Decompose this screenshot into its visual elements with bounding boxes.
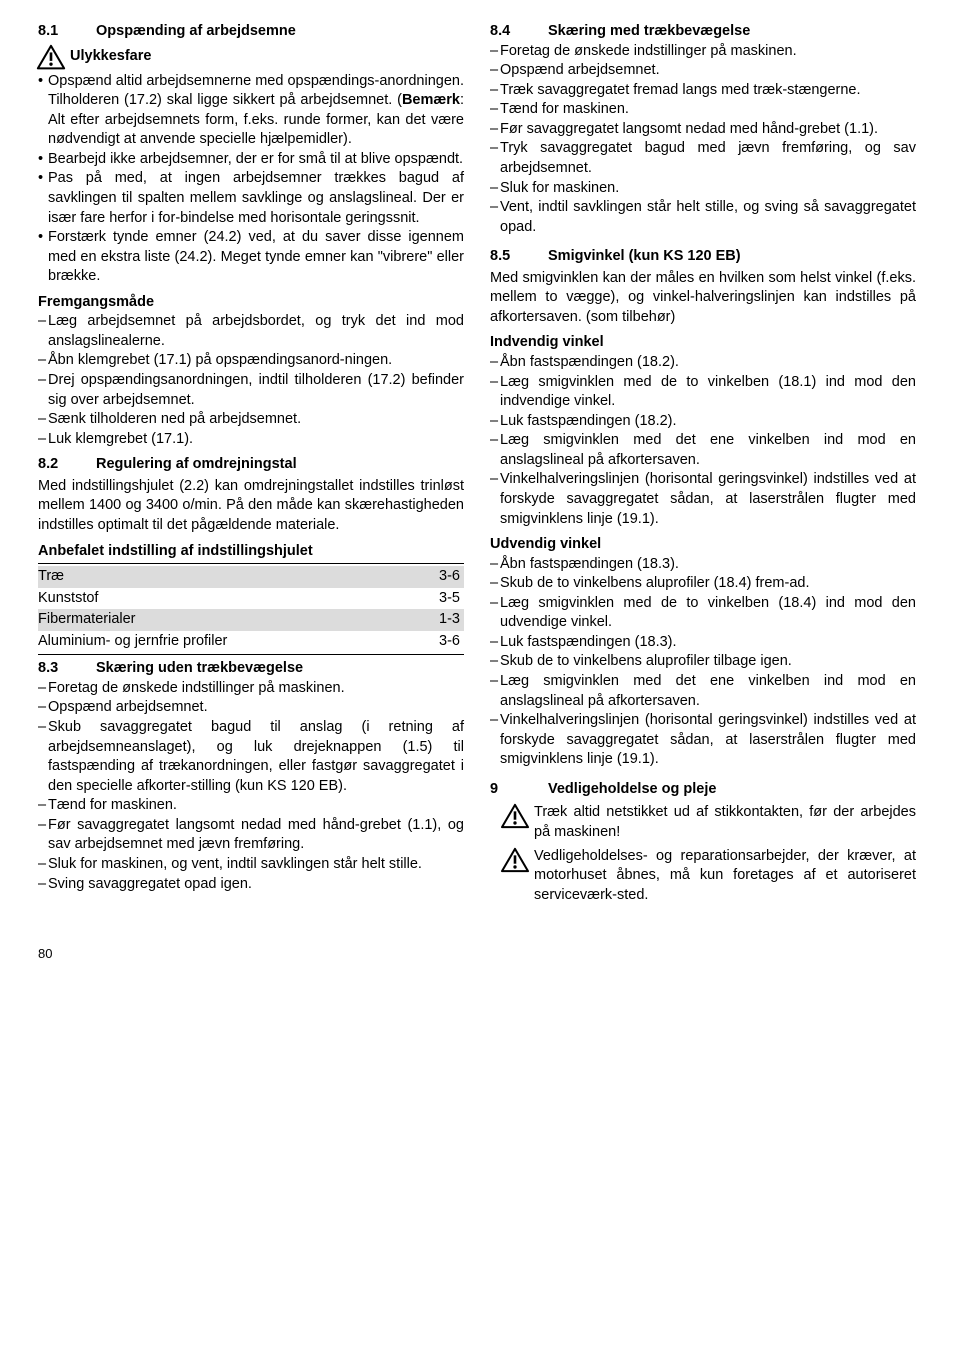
list-item: –Sluk for maskinen.	[490, 179, 916, 199]
dash-list-fremgang: –Læg arbejdsemnet på arbejdsbordet, og t…	[38, 312, 464, 449]
warning-text-2: Vedligeholdelses- og reparationsarbejder…	[534, 847, 916, 906]
list-item: –Foretag de ønskede indstillinger på mas…	[490, 42, 916, 62]
section-title: Skæring med trækbevægelse	[548, 22, 750, 42]
list-item: –Læg smigvinklen med det ene vinkelben i…	[490, 431, 916, 470]
list-item: –Åbn klemgrebet (17.1) på opspændingsano…	[38, 351, 464, 371]
section-number: 8.1	[38, 22, 96, 42]
list-item: –Åbn fastspændingen (18.2).	[490, 353, 916, 373]
list-item: –Tryk savaggregatet bagud med jævn fremf…	[490, 139, 916, 178]
dash-list-84: –Foretag de ønskede indstillinger på mas…	[490, 42, 916, 238]
list-item: •Bearbejd ikke arbejdsemner, der er for …	[38, 150, 464, 170]
list-item: –Opspænd arbejdsemnet.	[490, 61, 916, 81]
list-item: –Træk savaggregatet fremad langs med træ…	[490, 81, 916, 101]
section-title: Vedligeholdelse og pleje	[548, 780, 916, 800]
list-item: –Luk fastspændingen (18.2).	[490, 412, 916, 432]
dash-list-udv: –Åbn fastspændingen (18.3).–Skub de to v…	[490, 555, 916, 770]
list-item: –Sving savaggregatet opad igen.	[38, 875, 464, 895]
rule	[38, 563, 464, 564]
table-title: Anbefalet indstilling af indstillingshju…	[38, 542, 464, 562]
list-item: –Sænk tilholderen ned på arbejdsemnet.	[38, 410, 464, 430]
list-item: –Skub savaggregatet bagud til anslag (i …	[38, 718, 464, 796]
section-heading: 8.4 Skæring med trækbevægelse	[490, 22, 916, 42]
list-item: –Før savaggregatet langsomt nedad med hå…	[490, 120, 916, 140]
list-item: –Luk fastspændingen (18.3).	[490, 633, 916, 653]
dash-list-83: –Foretag de ønskede indstillinger på mas…	[38, 679, 464, 894]
warning-row: Ulykkesfare	[36, 44, 464, 70]
list-item: –Vinkelhalveringslinjen (horisontal geri…	[490, 711, 916, 770]
section-title: Regulering af omdrejningstal	[96, 455, 297, 475]
list-item: –Opspænd arbejdsemnet.	[38, 698, 464, 718]
list-item: –Luk klemgrebet (17.1).	[38, 430, 464, 450]
section-number: 8.4	[490, 22, 548, 42]
section-title: Opspænding af arbejdsemne	[96, 22, 296, 42]
list-item: –Åbn fastspændingen (18.3).	[490, 555, 916, 575]
warning-title: Ulykkesfare	[70, 47, 151, 67]
warning-text-1: Træk altid netstikket ud af stikkontakte…	[534, 803, 916, 842]
table-row: Kunststof3-5	[38, 588, 464, 610]
bullet-list-81: •Opspænd altid arbejdsemnerne med opspæn…	[38, 72, 464, 287]
subheading-indv: Indvendig vinkel	[490, 333, 916, 353]
list-item: •Opspænd altid arbejdsemnerne med opspæn…	[38, 72, 464, 150]
table-row: Træ3-6	[38, 566, 464, 588]
table-row: Fibermaterialer1-3	[38, 609, 464, 631]
section-heading: 8.1 Opspænding af arbejdsemne	[38, 22, 464, 42]
paragraph-82: Med indstillingshjulet (2.2) kan omdrejn…	[38, 477, 464, 536]
list-item: –Før savaggregatet langsomt nedad med hå…	[38, 816, 464, 855]
list-item: –Sluk for maskinen, og vent, indtil savk…	[38, 855, 464, 875]
section-number: 8.3	[38, 659, 96, 679]
list-item: –Læg smigvinklen med de to vinkelben (18…	[490, 594, 916, 633]
page-number: 80	[38, 945, 916, 963]
list-item: –Læg smigvinklen med det ene vinkelben i…	[490, 672, 916, 711]
settings-table: Træ3-6Kunststof3-5Fibermaterialer1-3Alum…	[38, 566, 464, 652]
list-item: –Skub de to vinkelbens aluprofiler (18.4…	[490, 574, 916, 594]
dash-list-indv: –Åbn fastspændingen (18.2).–Læg smigvink…	[490, 353, 916, 529]
warning-icon	[36, 44, 66, 70]
list-item: –Tænd for maskinen.	[38, 796, 464, 816]
list-item: –Læg smigvinklen med de to vinkelben (18…	[490, 373, 916, 412]
section-number: 8.2	[38, 455, 96, 475]
paragraph-85: Med smigvinklen kan der måles en hvilken…	[490, 269, 916, 328]
list-item: –Drej opspændingsanordningen, indtil til…	[38, 371, 464, 410]
list-item: •Forstærk tynde emner (24.2) ved, at du …	[38, 228, 464, 287]
section-heading: 8.3 Skæring uden trækbevægelse	[38, 659, 464, 679]
section-9: 9 Vedligeholdelse og pleje Træk altid ne…	[490, 780, 916, 905]
table-row: Aluminium- og jernfrie profiler3-6	[38, 631, 464, 653]
section-title: Skæring uden trækbevægelse	[96, 659, 303, 679]
subheading-udv: Udvendig vinkel	[490, 535, 916, 555]
list-item: –Tænd for maskinen.	[490, 100, 916, 120]
section-number: 8.5	[490, 247, 548, 267]
list-item: –Læg arbejdsemnet på arbejdsbordet, og t…	[38, 312, 464, 351]
section-heading: 8.2 Regulering af omdrejningstal	[38, 455, 464, 475]
list-item: –Foretag de ønskede indstillinger på mas…	[38, 679, 464, 699]
warning-icon	[500, 803, 532, 842]
list-item: –Skub de to vinkelbens aluprofiler tilba…	[490, 652, 916, 672]
list-item: •Pas på med, at ingen arbejdsemner trækk…	[38, 169, 464, 228]
warning-icon	[500, 847, 532, 906]
rule	[38, 654, 464, 655]
section-title: Smigvinkel (kun KS 120 EB)	[548, 247, 741, 267]
list-item: –Vent, indtil savklingen står helt still…	[490, 198, 916, 237]
subheading-fremgang: Fremgangsmåde	[38, 293, 464, 313]
list-item: –Vinkelhalveringslinjen (horisontal geri…	[490, 470, 916, 529]
section-heading: 8.5 Smigvinkel (kun KS 120 EB)	[490, 247, 916, 267]
